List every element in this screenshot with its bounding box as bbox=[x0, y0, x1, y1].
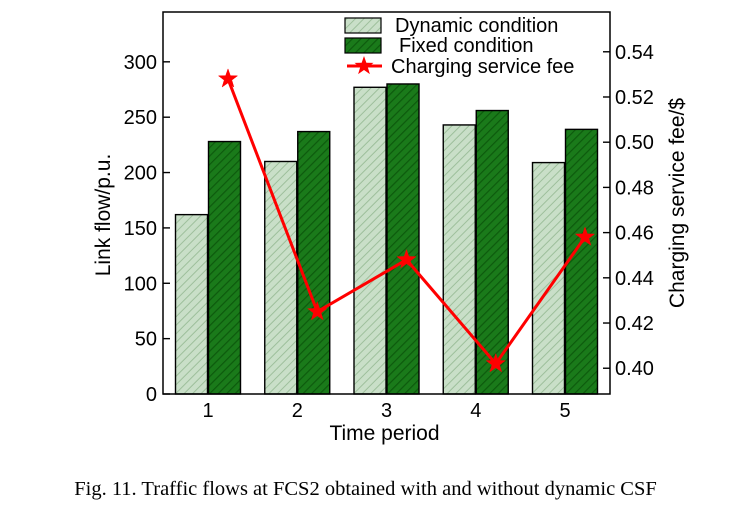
y-axis-label: Link flow/p.u. bbox=[92, 154, 115, 277]
y2-tick-label: 0.52 bbox=[615, 87, 654, 109]
y-tick-label: 150 bbox=[124, 218, 157, 240]
right-axis: 0.40 0.42 0.44 0.46 0.48 0.50 0.52 0.54 bbox=[603, 42, 654, 380]
fee-line-group bbox=[217, 68, 596, 373]
x-axis: 1 2 3 4 5 bbox=[202, 387, 571, 422]
legend-label: Fixed condition bbox=[399, 35, 534, 57]
fee-marker-4 bbox=[485, 352, 506, 373]
y-tick-label: 250 bbox=[124, 107, 157, 129]
y2-tick-label: 0.48 bbox=[615, 177, 654, 199]
fee-marker-1 bbox=[217, 68, 239, 88]
y-tick-label: 50 bbox=[135, 329, 157, 351]
x-tick-label: 4 bbox=[470, 400, 481, 422]
bar-group bbox=[174, 83, 599, 395]
fee-marker-5 bbox=[574, 226, 596, 246]
dynamic-bar-4 bbox=[442, 124, 476, 395]
y-tick-label: 100 bbox=[124, 273, 157, 295]
fixed-bar-3 bbox=[386, 83, 420, 395]
y2-tick-label: 0.44 bbox=[615, 268, 654, 290]
y2-tick-label: 0.46 bbox=[615, 223, 654, 245]
legend-label: Dynamic condition bbox=[395, 15, 558, 37]
left-axis: 0 50 100 150 200 250 300 bbox=[124, 52, 170, 406]
fixed-bar-5 bbox=[564, 128, 599, 395]
y-tick-label: 0 bbox=[146, 384, 157, 406]
dynamic-bar-5 bbox=[531, 161, 566, 395]
legend-swatch bbox=[344, 37, 382, 54]
x-tick-label: 3 bbox=[381, 400, 392, 422]
y-tick-label: 300 bbox=[124, 52, 157, 74]
y2-tick-label: 0.42 bbox=[615, 313, 654, 335]
y2-tick-label: 0.50 bbox=[615, 132, 654, 154]
x-axis-label: Time period bbox=[329, 422, 439, 445]
y2-axis-label: Charging service fee/$ bbox=[666, 98, 689, 308]
fixed-bar-1 bbox=[207, 140, 242, 395]
dynamic-bar-3 bbox=[353, 86, 387, 395]
fixed-bar-2 bbox=[297, 130, 331, 395]
legend-swatch bbox=[344, 17, 382, 34]
y2-tick-label: 0.54 bbox=[615, 42, 654, 64]
dynamic-bar-1 bbox=[174, 213, 209, 395]
y2-tick-label: 0.40 bbox=[615, 358, 654, 380]
x-tick-label: 2 bbox=[292, 400, 303, 422]
dynamic-bar-2 bbox=[264, 160, 298, 395]
x-tick-label: 5 bbox=[559, 400, 570, 422]
fee-marker-3 bbox=[396, 248, 417, 269]
legend-label: Charging service fee bbox=[391, 56, 574, 78]
x-tick-label: 1 bbox=[202, 400, 213, 422]
fee-marker-2 bbox=[307, 300, 328, 321]
figure-caption: Fig. 11. Traffic flows at FCS2 obtained … bbox=[74, 478, 657, 500]
legend-star-icon bbox=[354, 56, 374, 75]
y-tick-label: 200 bbox=[124, 163, 157, 185]
